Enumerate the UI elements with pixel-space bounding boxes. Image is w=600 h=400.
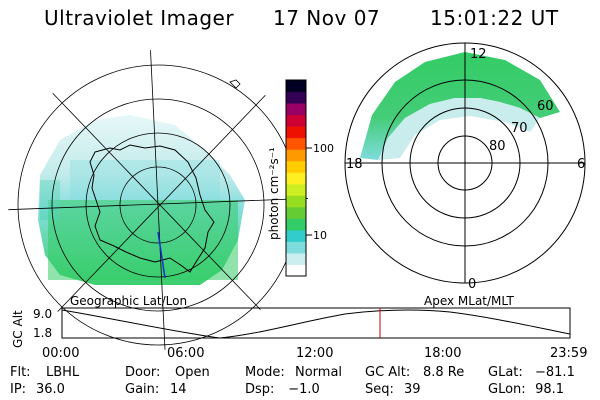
colorbar-cell [286,137,306,150]
colorbar-cell [286,80,306,93]
ip-value: 36.0 [36,382,65,397]
altitude-axis-label: GC Alt [11,310,25,348]
glat-value: −81.1 [535,365,575,380]
mlt-label-6: 6 [577,157,585,172]
seq-value: 39 [404,382,421,397]
seq-label: Seq: [365,382,394,397]
colorbar-cell [286,206,306,219]
mlt-label-18: 18 [346,157,363,172]
magnetic-map-panel: 12 18 6 0 60 70 80 [344,42,586,292]
subsolar-meridian [157,231,166,279]
colorbar-cell [286,241,306,254]
time-tick-1200: 12:00 [296,346,333,361]
time-tick-1800: 18:00 [424,346,461,361]
flt-value: LBHL [46,365,80,380]
altitude-plot: GC Alt 9.0 1.8 00:00 06:00 12:00 18:00 2… [11,307,587,361]
glon-label: GLon: [488,382,526,397]
colorbar-frame [285,79,307,277]
gain-value: 14 [170,382,187,397]
colorbar-cell [286,160,306,173]
mlt-spokes [345,43,585,283]
altitude-curve [61,309,571,339]
mlt-label-12: 12 [470,47,487,62]
mlat-label-60: 60 [537,99,554,114]
colorbar-scale [286,80,306,277]
coastline-fragment [229,79,241,89]
colorbar-cell [286,114,306,127]
coastline-antarctica [89,144,215,273]
title-row: Ultraviolet Imager 17 Nov 07 15:01:22 UT [0,6,600,32]
altitude-ytick-1.8: 1.8 [33,326,52,340]
auroral-oval [360,52,560,160]
door-value: Open [175,365,210,380]
colorbar-cell [286,126,306,139]
time-tick-0000: 00:00 [42,346,79,361]
mlat-label-80: 80 [489,139,506,154]
glat-label: GLat: [488,365,523,380]
colorbar-cell [286,264,306,277]
door-label: Door: [125,365,161,380]
colorbar-cell [286,252,306,265]
dsp-label: Dsp: [245,382,275,397]
altitude-ytick-9: 9.0 [33,307,52,321]
glon-value: 98.1 [531,382,565,397]
instrument-title: Ultraviolet Imager [44,6,235,30]
colorbar-cell [286,149,306,162]
gc-alt-value: 8.8 Re [423,365,465,380]
time-label: 15:01:22 UT [430,6,559,30]
colorbar-cell [286,172,306,185]
date-label: 17 Nov 07 [273,6,381,30]
mlt-label-0: 0 [468,277,476,292]
gain-label: Gain: [125,382,160,397]
altitude-plot-frame [61,307,571,339]
ip-label: IP: [10,382,27,397]
colorbar: 100 10 photon cm⁻²s⁻¹ [267,79,334,277]
colorbar-cell [286,229,306,242]
flt-label: Flt: [10,365,31,380]
left-panel-caption: Geographic Lat/Lon [70,294,187,308]
colorbar-tick-label-10: 10 [313,229,327,242]
colorbar-cell [286,195,306,208]
right-panel-caption: Apex MLat/MLT [424,294,514,308]
dsp-value: −1.0 [280,382,320,397]
gc-alt-label: GC Alt: [365,365,411,380]
colorbar-tick-label-100: 100 [313,142,334,155]
colorbar-cell [286,91,306,104]
colorbar-cell [286,103,306,116]
mlat-label-70: 70 [511,121,528,136]
colorbar-unit-label: photon cm⁻²s⁻¹ [267,147,281,240]
time-tick-2359: 23:59 [550,346,587,361]
longitude-lines [8,50,308,350]
time-tick-0600: 06:00 [167,346,204,361]
mode-label: Mode: [245,365,285,380]
colorbar-cell [286,218,306,231]
mode-value: Normal [295,365,343,380]
auroral-oval-inner-glow [378,98,540,160]
colorbar-cell [286,183,306,196]
